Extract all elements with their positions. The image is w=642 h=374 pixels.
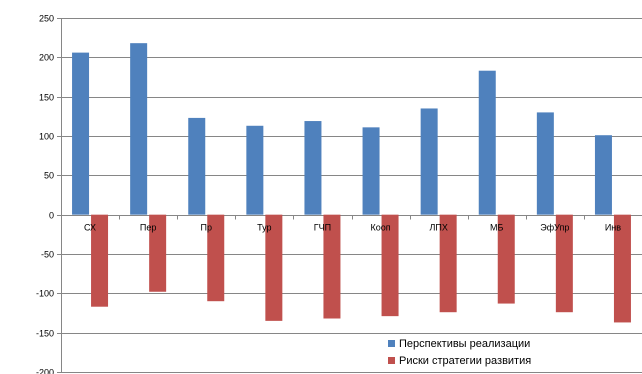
- y-tick-label: -50: [41, 250, 54, 260]
- bar-series-2: [207, 214, 225, 302]
- bar-series-2: [323, 214, 341, 319]
- bar-series-2: [613, 214, 631, 323]
- bar-series-1: [72, 52, 90, 215]
- legend-label-series-1: Перспективы реализации: [399, 338, 530, 350]
- gridlines: [61, 18, 642, 373]
- bar-series-1: [362, 127, 380, 215]
- category-label: Кооп: [370, 223, 390, 233]
- y-tick-label: 150: [39, 93, 54, 103]
- category-label: ЭфУпр: [540, 223, 569, 233]
- y-tick-labels: -200 -150 -100 -50 0 50 100 150 200 250: [36, 14, 54, 374]
- category-label: СХ: [84, 223, 96, 233]
- category-label: ЛПХ: [429, 223, 447, 233]
- y-tick-label: -150: [36, 329, 54, 339]
- bar-series-1: [188, 117, 206, 215]
- y-tick-label: -100: [36, 289, 54, 299]
- y-tick-label: 250: [39, 14, 54, 24]
- bar-series-2: [555, 214, 573, 313]
- category-label: Инв: [605, 223, 621, 233]
- y-tick-label: 200: [39, 53, 54, 63]
- bar-series-1: [130, 43, 148, 215]
- legend-swatch-series-1: [388, 340, 395, 347]
- y-tick-label: -200: [36, 368, 54, 374]
- bars: [72, 43, 631, 323]
- y-tick-label: 0: [49, 211, 54, 221]
- bar-series-2: [497, 214, 515, 304]
- bar-series-1: [536, 112, 554, 215]
- category-label: Пер: [140, 223, 156, 233]
- bar-series-2: [381, 214, 399, 317]
- category-label: Пр: [201, 223, 212, 233]
- legend: Перспективы реализации Риски стратегии р…: [388, 338, 531, 367]
- category-label: Тур: [257, 223, 271, 233]
- bar-series-2: [149, 214, 167, 292]
- bar-series-1: [478, 70, 496, 215]
- category-label: ГЧП: [314, 223, 331, 233]
- bar-series-1: [304, 121, 322, 215]
- bar-series-1: [594, 135, 612, 215]
- bar-series-2: [439, 214, 457, 313]
- y-tick-label: 50: [44, 171, 54, 181]
- y-tick-label: 100: [39, 132, 54, 142]
- bar-series-2: [265, 214, 283, 321]
- legend-label-series-2: Риски стратегии развития: [399, 355, 531, 367]
- bar-series-1: [246, 125, 264, 215]
- legend-swatch-series-2: [388, 357, 395, 364]
- bar-series-1: [420, 108, 438, 215]
- bar-series-2: [91, 214, 109, 307]
- category-label: МБ: [490, 223, 503, 233]
- category-labels: СХ Пер Пр Тур ГЧП Кооп ЛПХ МБ ЭфУпр Инв: [84, 223, 621, 233]
